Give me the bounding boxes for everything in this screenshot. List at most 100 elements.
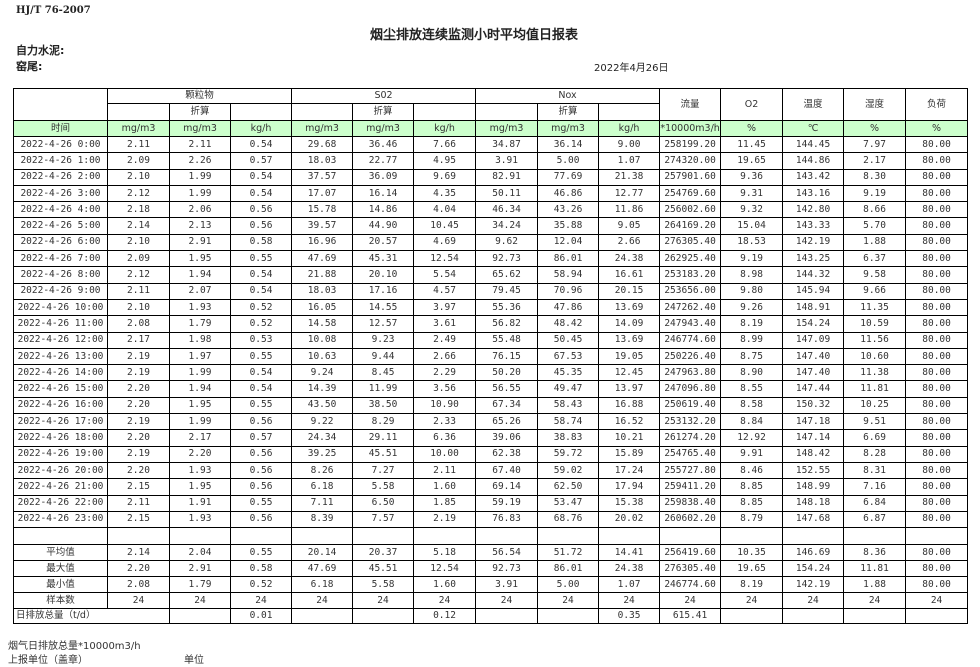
value-cell: 80.00: [905, 201, 969, 219]
kiln-label: 窑尾:: [16, 60, 43, 73]
value-cell: 80.00: [905, 233, 969, 252]
value-cell: 80.00: [905, 168, 969, 186]
value-cell: 6.37: [843, 250, 907, 268]
value-cell: 9.05: [598, 217, 661, 235]
blank-cell: [291, 103, 354, 121]
table-row: 2022-4-26 2:00 2.10 1.99 0.54 37.57 36.09 9.69…: [13, 168, 969, 186]
value-cell: 48.42: [537, 315, 600, 333]
value-cell: 1.99: [169, 413, 231, 431]
value-cell: 1.79: [169, 315, 231, 333]
unit-cell: ℃: [782, 120, 845, 137]
value-cell: 22.77: [352, 152, 415, 170]
value-cell: 2.08: [107, 315, 170, 333]
value-cell: 258199.20: [659, 135, 722, 154]
summary-value: 24: [598, 592, 661, 610]
value-cell: 80.00: [905, 217, 969, 235]
value-cell: 9.62: [475, 233, 539, 252]
value-cell: 9.19: [720, 250, 784, 268]
table-row: 2022-4-26 21:00 2.15 1.95 0.56 6.18 5.58 1.60 6…: [13, 478, 969, 496]
value-cell: 38.83: [537, 429, 600, 447]
summary-value: 154.24: [782, 560, 845, 578]
flue-gas-total-label: 烟气日排放总量*10000m3/h: [8, 641, 141, 652]
summary-label: 样本数: [13, 592, 108, 610]
value-cell: 80.00: [905, 429, 969, 447]
value-cell: 2.26: [169, 152, 231, 170]
value-cell: 253132.20: [659, 413, 722, 431]
unit-cell: mg/m3: [352, 120, 415, 137]
time-cell: 2022-4-26 23:00: [13, 510, 108, 529]
value-cell: 11.86: [598, 201, 661, 219]
value-cell: 77.69: [537, 168, 600, 186]
value-cell: 9.91: [720, 445, 784, 463]
value-cell: 2.66: [413, 347, 477, 366]
value-cell: 65.26: [475, 413, 539, 431]
table-row: 2022-4-26 4:00 2.18 2.06 0.56 15.78 14.86 4.04…: [13, 201, 969, 219]
value-cell: 62.38: [475, 445, 539, 463]
value-cell: 1.91: [169, 494, 231, 512]
value-cell: 1.93: [169, 298, 231, 317]
value-cell: 2.15: [107, 478, 170, 496]
value-cell: 150.32: [782, 396, 845, 415]
value-cell: 9.24: [291, 364, 354, 382]
value-cell: 65.62: [475, 266, 539, 284]
value-cell: 6.18: [291, 478, 354, 496]
unit-cell: mg/m3: [169, 120, 231, 137]
blank-cell: [13, 88, 108, 121]
summary-value: 24: [352, 592, 415, 610]
table-row: 2022-4-26 22:00 2.11 1.91 0.55 7.11 6.50 1.85 5…: [13, 494, 969, 512]
value-cell: 256002.60: [659, 201, 722, 219]
time-cell: 2022-4-26 12:00: [13, 331, 108, 349]
time-cell: 2022-4-26 11:00: [13, 315, 108, 333]
value-cell: 0.55: [229, 494, 293, 512]
value-cell: 9.69: [413, 168, 477, 186]
blank-cell: [598, 527, 661, 546]
value-cell: 9.51: [843, 413, 907, 431]
value-cell: 16.96: [291, 233, 354, 252]
table-row: 2022-4-26 19:00 2.19 2.20 0.56 39.25 45.51 10.…: [13, 445, 969, 463]
value-cell: 2.10: [107, 233, 170, 252]
value-cell: 143.33: [782, 217, 845, 235]
value-cell: 13.69: [598, 331, 661, 349]
value-cell: 144.86: [782, 152, 845, 170]
time-cell: 2022-4-26 1:00: [13, 152, 108, 170]
time-cell: 2022-4-26 20:00: [13, 461, 108, 480]
value-cell: 0.56: [229, 201, 293, 219]
value-cell: 2.10: [107, 298, 170, 317]
value-cell: 80.00: [905, 380, 969, 398]
blank-cell: [905, 608, 969, 625]
value-cell: 18.53: [720, 233, 784, 252]
blank-row: [13, 527, 969, 546]
value-cell: 2.19: [107, 413, 170, 431]
value-cell: 2.33: [413, 413, 477, 431]
summary-value: 92.73: [475, 560, 539, 578]
value-cell: 59.02: [537, 461, 600, 480]
value-cell: 69.14: [475, 478, 539, 496]
daily-total-value: 615.41: [659, 608, 722, 625]
value-cell: 14.86: [352, 201, 415, 219]
blank-cell: [537, 608, 600, 625]
value-cell: 2.20: [107, 380, 170, 398]
daily-total-label: 日排放总量（t/d）: [13, 608, 170, 625]
value-cell: 2.11: [107, 494, 170, 512]
value-cell: 15.89: [598, 445, 661, 463]
value-cell: 1.93: [169, 510, 231, 529]
value-cell: 9.23: [352, 331, 415, 349]
time-cell: 2022-4-26 6:00: [13, 233, 108, 252]
hourly-report-table: 颗粒物 S02 Nox 流量 O2 温度 湿度 负荷 折算 折算 折算 时间 mg…: [13, 88, 969, 625]
value-cell: 37.57: [291, 168, 354, 186]
converted-so2: 折算: [352, 103, 415, 121]
summary-value: 142.19: [782, 576, 845, 594]
value-cell: 86.01: [537, 250, 600, 268]
summary-value: 20.14: [291, 544, 354, 562]
unit-cell: %: [905, 120, 969, 137]
reporting-unit-label: 上报单位（盖章）: [8, 655, 88, 666]
value-cell: 80.00: [905, 413, 969, 431]
value-cell: 92.73: [475, 250, 539, 268]
value-cell: 2.20: [107, 396, 170, 415]
unit-cell: kg/h: [229, 120, 293, 137]
value-cell: 35.88: [537, 217, 600, 235]
value-cell: 253656.00: [659, 282, 722, 300]
value-cell: 147.40: [782, 364, 845, 382]
blank-cell: [13, 527, 108, 546]
value-cell: 47.69: [291, 250, 354, 268]
